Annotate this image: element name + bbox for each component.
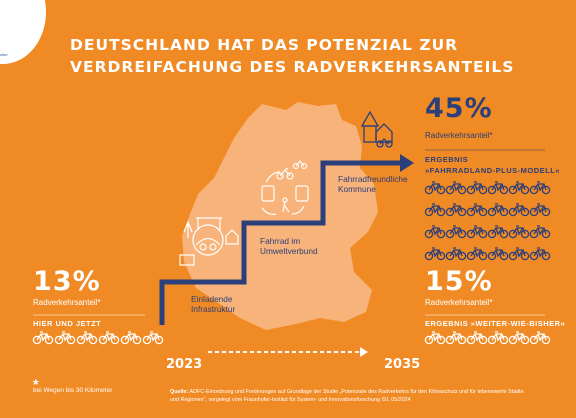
bike-icon <box>54 331 76 345</box>
bike-row-current <box>32 331 164 345</box>
step-3-line-1: Fahrradfreundliche <box>338 174 408 184</box>
bike-icon <box>487 331 509 345</box>
bike-icon <box>508 225 530 239</box>
bike-row-continue-model <box>424 331 551 345</box>
bike-icon <box>466 225 488 239</box>
bike-icon <box>487 225 509 239</box>
source-note: Quelle: ADFC-Einordnung und Forderungen … <box>170 389 530 404</box>
transport-mix-icon <box>261 167 309 215</box>
continue-label: Radverkehrsanteil* <box>425 298 493 307</box>
logo-text-fragment: cher <box>0 52 8 57</box>
page-title: DEUTSCHLAND HAT DAS POTENZIAL ZUR VERDRE… <box>70 34 514 78</box>
bike-icon <box>445 247 467 261</box>
bike-icon <box>529 181 551 195</box>
plus-model-percent: 45% <box>425 93 493 124</box>
step-2-line-2: Umweltverbund <box>260 246 318 256</box>
bike-icon <box>424 203 446 217</box>
bike-icon <box>508 331 530 345</box>
bike-icon <box>445 331 467 345</box>
timeline-arrowhead <box>360 347 368 357</box>
step-2-line-1: Fahrrad im <box>260 236 301 246</box>
current-percent: 13% <box>33 266 101 297</box>
bike-icon <box>424 225 446 239</box>
bike-icon <box>445 203 467 217</box>
bike-icon <box>466 331 488 345</box>
bike-icon <box>508 203 530 217</box>
staircase-arrow <box>159 160 402 325</box>
step-bike-friendly-municipality: Fahrradfreundliche Kommune <box>338 174 408 194</box>
continue-percent: 15% <box>425 266 493 297</box>
infrastructure-icon <box>179 217 239 266</box>
bike-icon <box>76 331 98 345</box>
headline-line-2: VERDREIFACHUNG DES RADVERKEHRSANTEILS <box>70 58 515 76</box>
year-end: 2035 <box>384 357 421 372</box>
bike-icon <box>142 331 164 345</box>
plus-model-caption-1: ERGEBNIS <box>425 155 469 164</box>
bike-icon <box>487 247 509 261</box>
bike-icon <box>445 181 467 195</box>
germany-map-shape <box>182 102 378 330</box>
continue-caption: ERGEBNIS »WEITER-WIE-BISHER« <box>425 319 566 328</box>
current-caption: HIER UND JETZT <box>33 319 102 328</box>
bike-icon <box>98 331 120 345</box>
year-start: 2023 <box>166 357 203 372</box>
step-infrastructure: Einladende Infrastruktur <box>191 294 235 314</box>
bike-icon <box>120 331 142 345</box>
plus-model-label: Radverkehrsanteil* <box>425 131 493 140</box>
source-text: ADFC-Einordnung und Forderungen auf Grun… <box>170 389 524 403</box>
bike-icon <box>529 247 551 261</box>
current-label: Radverkehrsanteil* <box>33 298 101 307</box>
staircase-arrowhead <box>400 154 414 172</box>
step-3-line-2: Kommune <box>338 184 376 194</box>
footnote-text: bei Wegen bis 30 Kilometer <box>33 387 113 394</box>
map-bike-icon <box>292 160 308 170</box>
bike-icon <box>424 247 446 261</box>
bike-icon <box>32 331 54 345</box>
bike-icon <box>529 331 551 345</box>
bike-icon <box>445 225 467 239</box>
plus-model-caption-2: »FAHRRADLAND-PLUS-MODELL« <box>425 166 560 175</box>
step-1-line-1: Einladende <box>191 294 233 304</box>
bike-icon <box>424 331 446 345</box>
bike-icon <box>466 203 488 217</box>
step-environmental-network: Fahrrad im Umweltverbund <box>260 236 318 256</box>
footnote-star: * <box>33 376 39 392</box>
bike-icon <box>424 181 446 195</box>
bike-grid-plus-model <box>424 181 551 261</box>
bike-icon <box>529 203 551 217</box>
bike-icon <box>487 203 509 217</box>
bike-icon <box>466 247 488 261</box>
bike-icon <box>487 181 509 195</box>
source-label: Quelle: <box>170 389 189 395</box>
bike-icon <box>466 181 488 195</box>
bike-friendly-town-icon <box>360 110 393 148</box>
bike-icon <box>508 181 530 195</box>
headline-line-1: DEUTSCHLAND HAT DAS POTENZIAL ZUR <box>70 36 459 54</box>
step-1-line-2: Infrastruktur <box>191 304 236 314</box>
bike-icon <box>508 247 530 261</box>
bike-icon <box>529 225 551 239</box>
